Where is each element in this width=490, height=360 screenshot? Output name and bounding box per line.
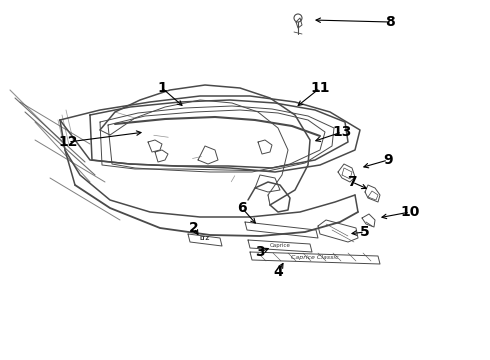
Text: 2: 2 — [189, 221, 199, 235]
Text: 3: 3 — [255, 245, 265, 259]
Text: 9: 9 — [383, 153, 393, 167]
Text: 11: 11 — [310, 81, 330, 95]
Text: 6: 6 — [237, 201, 247, 215]
Text: LTZ: LTZ — [200, 237, 210, 242]
Text: 4: 4 — [273, 265, 283, 279]
Text: 13: 13 — [332, 125, 352, 139]
Text: 8: 8 — [385, 15, 395, 29]
Text: 5: 5 — [360, 225, 370, 239]
Text: 10: 10 — [400, 205, 420, 219]
Text: 7: 7 — [347, 175, 357, 189]
Text: 12: 12 — [58, 135, 78, 149]
Text: 1: 1 — [157, 81, 167, 95]
Text: Caprice Classic: Caprice Classic — [291, 255, 339, 260]
Text: Caprice: Caprice — [270, 243, 291, 248]
